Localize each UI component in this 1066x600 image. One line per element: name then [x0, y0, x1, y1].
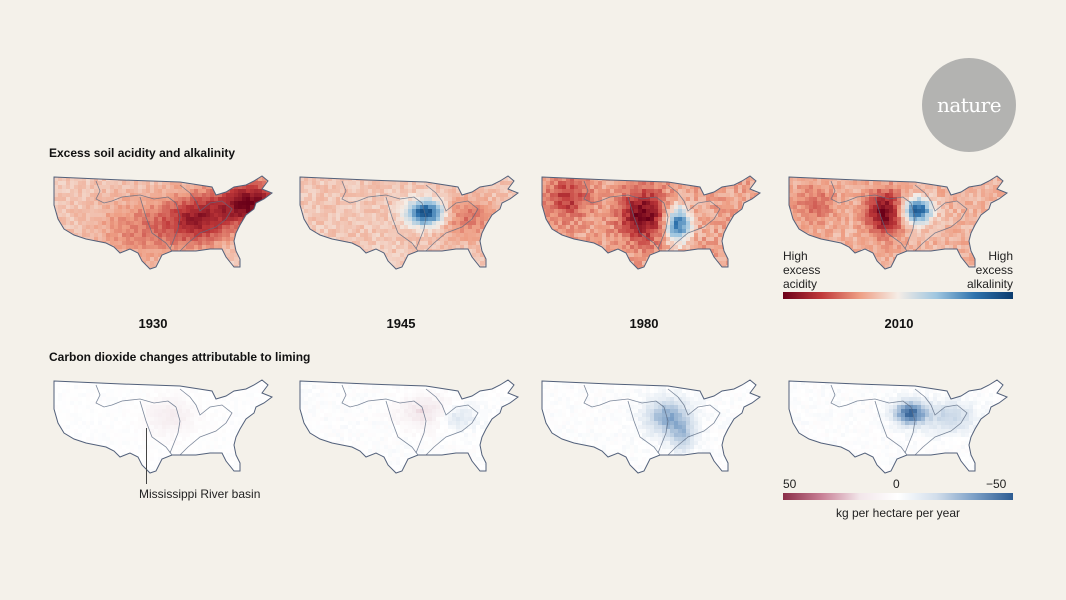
legend-acidity-line-2: excess — [783, 263, 821, 277]
acidity-map-1945 — [299, 175, 520, 270]
co2-tick-mid: 0 — [893, 477, 900, 491]
legend-acidity-label: High excess acidity — [783, 249, 820, 291]
mississippi-basin-label: Mississippi River basin — [139, 487, 261, 501]
legend-acidity-line-3: acidity — [783, 277, 818, 291]
acidity-map-1930 — [53, 175, 274, 270]
co2-map-1930 — [53, 379, 274, 474]
legend-alkalinity-line-1: High — [988, 249, 1013, 263]
co2-section-title: Carbon dioxide changes attributable to l… — [49, 350, 311, 364]
year-label-1980: 1980 — [629, 316, 659, 331]
basin-leader-line — [146, 428, 147, 484]
co2-color-scale — [783, 493, 1013, 500]
legend-alkalinity-line-3: alkalinity — [966, 277, 1013, 291]
legend-acidity-line-1: High — [783, 249, 808, 263]
year-label-2010: 2010 — [884, 316, 914, 331]
nature-logo: nature — [922, 58, 1016, 152]
co2-map-1945 — [299, 379, 520, 474]
legend-alkalinity-line-2: excess — [975, 263, 1013, 277]
co2-map-1980 — [541, 379, 762, 474]
co2-tick-left: 50 — [783, 477, 797, 491]
year-label-1930: 1930 — [138, 316, 168, 331]
logo-text: nature — [936, 93, 1002, 117]
year-label-1945: 1945 — [386, 316, 416, 331]
co2-map-2010 — [788, 379, 1009, 474]
co2-tick-right: −50 — [986, 477, 1007, 491]
acidity-color-scale — [783, 292, 1013, 299]
legend-alkalinity-label: High excess alkalinity — [952, 249, 1013, 291]
acidity-map-1980 — [541, 175, 762, 270]
acidity-section-title: Excess soil acidity and alkalinity — [49, 146, 236, 160]
co2-unit-label: kg per hectare per year — [835, 506, 961, 520]
acidity-map-2010 — [788, 175, 1009, 270]
